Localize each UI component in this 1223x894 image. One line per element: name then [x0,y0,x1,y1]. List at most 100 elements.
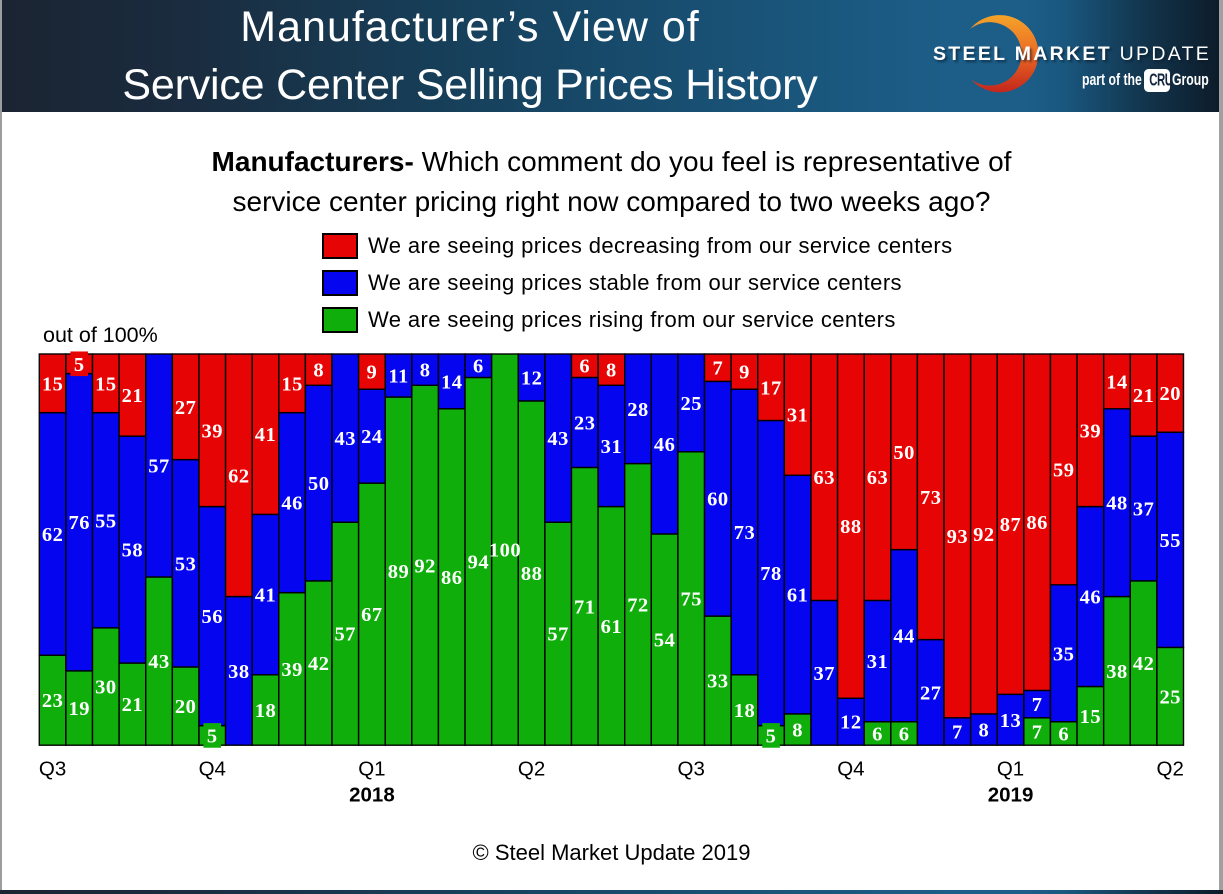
svg-text:5: 5 [207,725,218,747]
svg-text:Q2: Q2 [518,758,545,781]
svg-text:2018: 2018 [349,784,395,807]
svg-text:39: 39 [202,420,224,442]
svg-text:28: 28 [627,399,649,421]
svg-text:8: 8 [313,360,324,382]
svg-text:Q4: Q4 [837,758,864,781]
svg-text:Q4: Q4 [199,758,226,781]
svg-text:75: 75 [680,589,702,611]
svg-text:57: 57 [547,624,569,646]
svg-text:6: 6 [899,723,910,745]
svg-text:Q3: Q3 [678,758,705,781]
svg-text:44: 44 [893,626,915,648]
svg-text:6: 6 [579,356,590,378]
svg-text:15: 15 [95,373,117,395]
svg-text:86: 86 [1026,512,1048,534]
svg-text:18: 18 [734,700,756,722]
svg-text:21: 21 [122,385,144,407]
svg-text:94: 94 [468,551,490,573]
svg-text:55: 55 [1159,530,1181,552]
svg-text:93: 93 [947,526,969,548]
svg-text:50: 50 [308,473,330,495]
svg-text:30: 30 [95,677,117,699]
svg-text:Q3: Q3 [39,758,66,781]
svg-text:55: 55 [95,510,117,532]
svg-text:20: 20 [175,696,197,718]
svg-text:88: 88 [521,563,543,585]
svg-text:42: 42 [1133,653,1155,675]
svg-text:20: 20 [1159,383,1181,405]
svg-text:12: 12 [521,367,543,389]
svg-text:19: 19 [68,698,90,720]
svg-text:61: 61 [601,616,623,638]
svg-text:48: 48 [1106,493,1128,515]
svg-text:43: 43 [547,428,569,450]
svg-text:Q1: Q1 [997,758,1024,781]
svg-text:Q2: Q2 [1157,758,1184,781]
svg-text:57: 57 [335,624,357,646]
svg-text:7: 7 [1032,722,1043,744]
svg-text:15: 15 [281,373,303,395]
svg-text:8: 8 [420,360,431,382]
svg-text:Q1: Q1 [358,758,385,781]
svg-text:100: 100 [489,540,521,562]
svg-text:2019: 2019 [988,784,1034,807]
svg-text:38: 38 [228,661,250,683]
svg-text:43: 43 [148,651,170,673]
svg-text:63: 63 [867,467,889,489]
svg-text:39: 39 [281,659,303,681]
svg-text:11: 11 [388,366,408,388]
svg-text:46: 46 [654,434,676,456]
svg-text:35: 35 [1053,643,1075,665]
svg-text:14: 14 [1106,371,1128,393]
svg-text:31: 31 [867,651,889,673]
svg-text:8: 8 [792,720,803,742]
svg-text:14: 14 [441,371,463,393]
svg-text:23: 23 [574,412,596,434]
svg-text:38: 38 [1106,661,1128,683]
svg-text:72: 72 [627,594,649,616]
svg-text:6: 6 [1058,723,1069,745]
svg-text:92: 92 [973,524,995,546]
svg-text:87: 87 [1000,514,1022,536]
svg-text:8: 8 [979,720,990,742]
svg-text:88: 88 [840,516,862,538]
svg-text:59: 59 [1053,459,1075,481]
svg-text:89: 89 [388,561,410,583]
svg-text:33: 33 [707,671,729,693]
svg-text:76: 76 [68,512,90,534]
svg-text:73: 73 [920,487,942,509]
svg-text:92: 92 [414,555,436,577]
svg-text:27: 27 [920,682,942,704]
svg-text:31: 31 [601,436,623,458]
svg-text:18: 18 [255,700,277,722]
svg-text:41: 41 [255,424,277,446]
svg-text:7: 7 [1032,694,1043,716]
svg-text:8: 8 [606,360,617,382]
svg-text:23: 23 [42,690,64,712]
svg-text:21: 21 [122,694,144,716]
svg-text:46: 46 [281,493,303,515]
svg-text:27: 27 [175,397,197,419]
svg-text:53: 53 [175,553,197,575]
svg-text:43: 43 [335,428,357,450]
svg-text:60: 60 [707,489,729,511]
svg-text:5: 5 [74,354,85,376]
svg-text:21: 21 [1133,385,1155,407]
svg-text:7: 7 [712,358,723,380]
svg-text:5: 5 [766,725,777,747]
svg-text:12: 12 [840,712,862,734]
svg-text:62: 62 [228,465,250,487]
svg-text:13: 13 [1000,710,1022,732]
svg-text:37: 37 [814,663,836,685]
svg-text:42: 42 [308,653,330,675]
svg-text:62: 62 [42,524,64,546]
svg-text:50: 50 [893,442,915,464]
svg-text:25: 25 [1159,686,1181,708]
svg-text:63: 63 [814,467,836,489]
svg-text:46: 46 [1080,587,1102,609]
svg-text:24: 24 [361,426,383,448]
svg-text:41: 41 [255,585,277,607]
svg-text:54: 54 [654,630,676,652]
svg-text:39: 39 [1080,420,1102,442]
svg-text:15: 15 [1080,706,1102,728]
